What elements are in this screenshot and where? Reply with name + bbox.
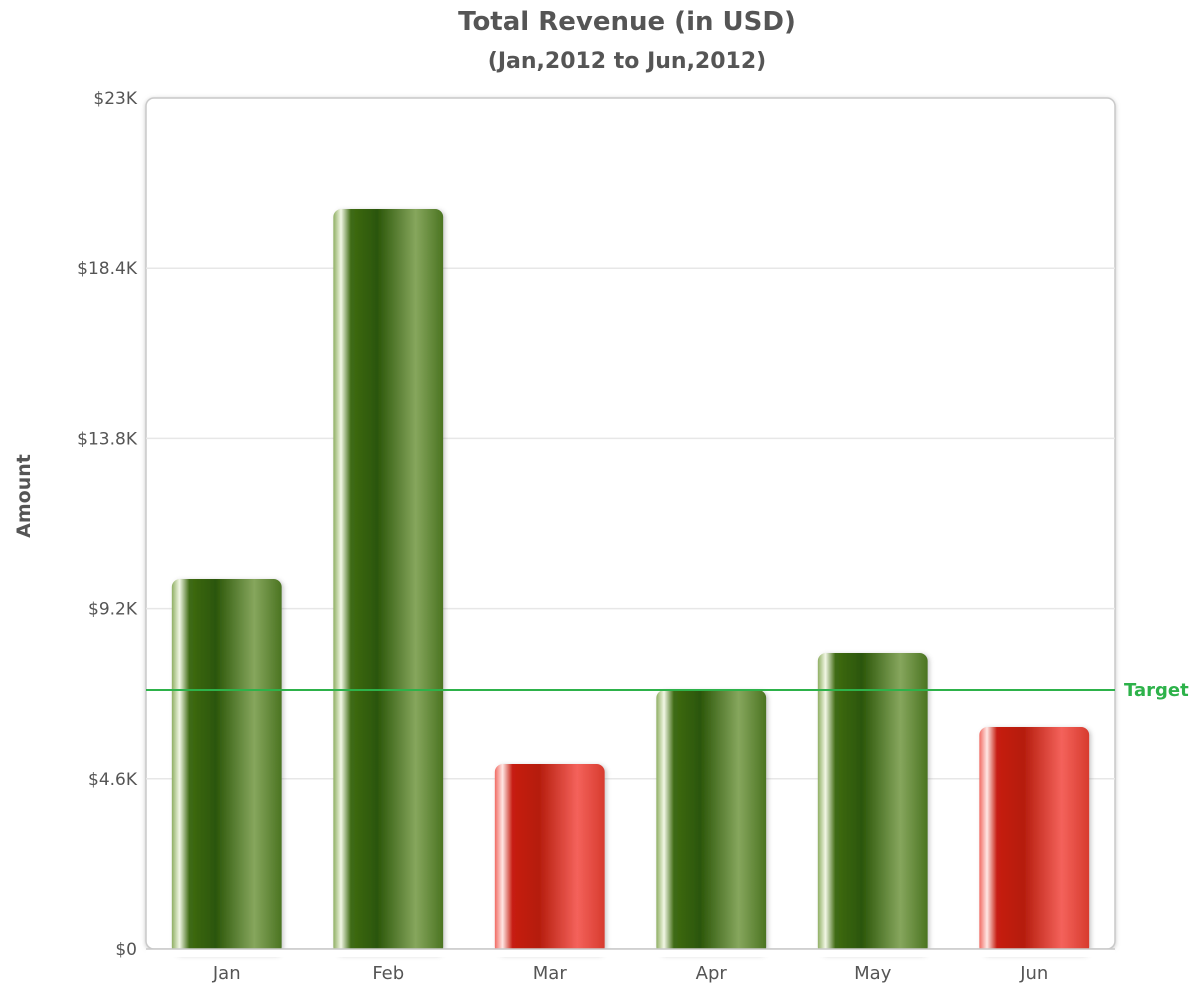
x-tick-label: Mar <box>533 963 568 984</box>
y-tick-label: $0 <box>115 940 137 960</box>
bars <box>146 209 1115 957</box>
x-tick-label: May <box>854 963 892 984</box>
bar-mar <box>494 764 605 955</box>
y-tick-labels: $0 $4.6K $9.2K $13.8K $18.4K $23K <box>77 89 138 960</box>
x-tick-label: Jan <box>212 963 241 984</box>
chart-subtitle: (Jan,2012 to Jun,2012) <box>488 49 766 74</box>
x-tick-label: Apr <box>696 963 728 984</box>
bar-jun <box>979 727 1090 955</box>
y-tick-label: $4.6K <box>88 770 138 790</box>
y-tick-label: $18.4K <box>77 259 138 279</box>
x-tick-label: Feb <box>372 963 404 984</box>
plot-panel <box>145 97 1116 950</box>
bar-apr <box>656 690 767 955</box>
bar-jan <box>171 579 282 955</box>
y-axis-title: Amount <box>13 454 35 538</box>
bar-feb <box>333 209 444 955</box>
target-label: Target <box>1124 680 1189 701</box>
plot-bottom-mask <box>146 949 1115 957</box>
x-tick-labels: Jan Feb Mar Apr May Jun <box>212 963 1048 984</box>
bar-may <box>817 653 928 955</box>
y-tick-label: $13.8K <box>77 429 138 449</box>
x-tick-label: Jun <box>1019 963 1048 984</box>
grid-lines <box>146 267 1115 780</box>
y-tick-label: $9.2K <box>88 600 138 620</box>
y-tick-label: $23K <box>93 89 137 109</box>
chart-title: Total Revenue (in USD) <box>458 7 796 37</box>
